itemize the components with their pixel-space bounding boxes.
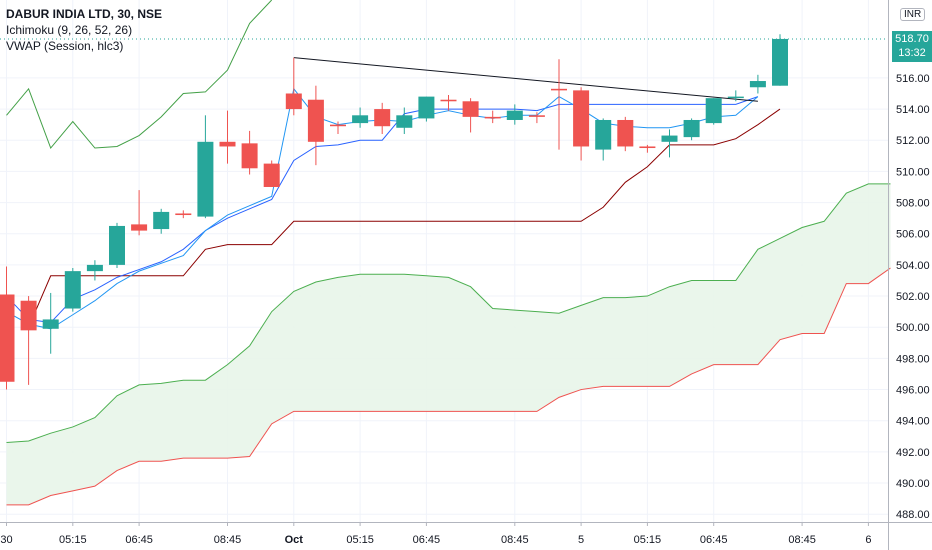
time-tick-label: 08:45	[788, 534, 816, 546]
lagging-span-line	[6, 0, 273, 150]
candle-body	[727, 96, 744, 99]
price-tick-label: 512.00	[896, 135, 930, 147]
chart-legend: DABUR INDIA LTD, 30, NSE Ichimoku (9, 26…	[6, 6, 162, 54]
candle-body	[418, 96, 435, 119]
time-tick-label: 5	[578, 534, 584, 546]
base-line	[28, 108, 781, 328]
last-price-value: 518.70	[895, 32, 929, 45]
trend-line	[293, 57, 758, 102]
candle-body	[330, 124, 346, 127]
candle-body	[352, 115, 369, 124]
bar-countdown: 13:32	[898, 46, 926, 59]
price-tick-label: 492.00	[896, 447, 930, 459]
candle-body	[64, 271, 81, 309]
candle-body	[0, 294, 15, 382]
candle-body	[661, 135, 678, 142]
time-tick-label: Oct	[285, 534, 304, 546]
currency-label[interactable]: INR	[900, 8, 926, 21]
candle-body	[263, 163, 280, 187]
candle-body	[506, 110, 523, 120]
candle-body	[639, 146, 656, 149]
candle-body	[396, 115, 413, 128]
time-tick-label: 08:45	[501, 534, 529, 546]
cloud-fill	[6, 183, 891, 505]
candle-body	[109, 225, 125, 265]
price-tick-label: 502.00	[896, 291, 930, 303]
candle-body	[528, 115, 545, 117]
candle-body	[175, 213, 192, 216]
time-tick-label: 05:15	[634, 534, 662, 546]
price-tick-label: 498.00	[896, 353, 930, 365]
candle-body	[772, 38, 788, 86]
time-axis[interactable]: 30 05:15 06:45 08:45 Oct 05:15 06:45 08:45 5 05:1…	[0, 522, 932, 546]
candle-body	[683, 119, 700, 138]
price-tick-label: 496.00	[896, 385, 930, 397]
time-tick-label: 05:15	[346, 534, 374, 546]
conversion-line	[6, 96, 759, 324]
candle-body	[551, 88, 567, 91]
candle-body	[219, 141, 236, 147]
price-tick-label: 510.00	[896, 166, 930, 178]
candle-body	[705, 98, 722, 124]
candle-body	[462, 101, 479, 117]
candle-body	[241, 143, 258, 169]
candle-body	[573, 90, 590, 147]
price-tick-label: 490.00	[896, 478, 930, 490]
time-tick-label: 06:45	[413, 534, 441, 546]
price-tick-label: 516.00	[896, 73, 930, 85]
last-price-tag: 518.70 13:32	[892, 30, 932, 62]
candle-body	[374, 109, 391, 127]
candle-body	[285, 93, 302, 110]
candle-body	[42, 319, 59, 329]
time-tick-label: 05:15	[59, 534, 87, 546]
candle-body	[86, 264, 103, 272]
price-tick-label: 514.00	[896, 104, 930, 116]
time-tick-label: 30	[0, 534, 12, 546]
time-tick-label: 6	[865, 534, 871, 546]
time-tick-label: 06:45	[700, 534, 728, 546]
ichimoku-legend[interactable]: Ichimoku (9, 26, 52, 26)	[6, 23, 133, 37]
symbol-title[interactable]: DABUR INDIA LTD, 30, NSE	[6, 7, 163, 21]
candle-body	[595, 119, 612, 150]
price-tick-label: 488.00	[896, 509, 930, 521]
leading-span-b-line	[6, 267, 891, 506]
price-tick-label: 506.00	[896, 229, 930, 241]
candle-body	[484, 116, 501, 119]
candlesticks	[0, 34, 788, 390]
candle-body	[131, 224, 148, 231]
candle-body	[617, 119, 634, 147]
time-tick-label: 08:45	[214, 534, 242, 546]
price-tick-label: 504.00	[896, 260, 930, 272]
price-axis[interactable]: 488.00 490.00 492.00 494.00 496.00 498.00 500.…	[888, 0, 930, 550]
candle-body	[20, 300, 37, 331]
indicator-lines	[0, 0, 891, 506]
candle-body	[307, 99, 324, 142]
candle-body	[749, 81, 766, 88]
leading-span-a-line	[6, 183, 891, 444]
candle-body	[197, 141, 214, 217]
vwap-legend[interactable]: VWAP (Session, hlc3)	[6, 39, 124, 53]
price-tick-label: 508.00	[896, 198, 930, 210]
price-tick-label: 500.00	[896, 322, 930, 334]
time-tick-label: 06:45	[125, 534, 153, 546]
candle-body	[153, 211, 170, 230]
price-tick-label: 494.00	[896, 416, 930, 428]
ichimoku-cloud	[6, 183, 891, 505]
candle-body	[440, 99, 457, 102]
